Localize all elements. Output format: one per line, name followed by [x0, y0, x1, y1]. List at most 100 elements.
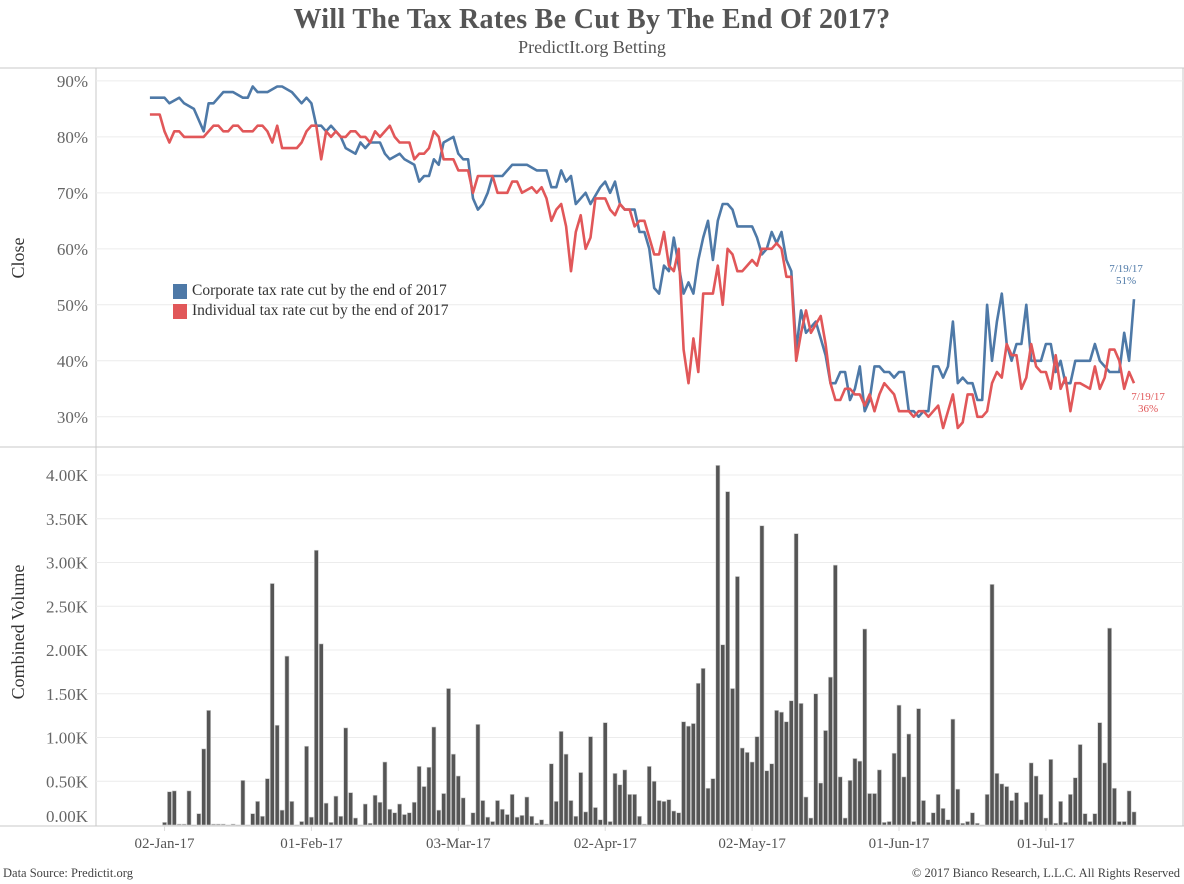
close-y-tick-label: 50% — [57, 296, 88, 315]
volume-bar — [617, 784, 623, 826]
volume-bar — [842, 817, 848, 826]
volume-bar — [485, 816, 491, 826]
volume-y-tick-label: 2.00K — [46, 641, 89, 660]
volume-bar — [211, 823, 216, 826]
volume-bar — [235, 824, 241, 826]
volume-bar — [593, 807, 598, 826]
volume-bar — [181, 823, 187, 826]
volume-bar — [676, 812, 682, 826]
chart-title: Will The Tax Rates Be Cut By The End Of … — [293, 4, 891, 35]
volume-bar — [979, 824, 985, 826]
volume-bar — [1121, 821, 1127, 826]
volume-bar — [362, 803, 368, 826]
volume-bar — [318, 643, 324, 826]
volume-bar — [916, 708, 921, 826]
volume-bar — [1014, 792, 1019, 826]
chart-subtitle: PredictIt.org Betting — [518, 37, 666, 57]
volume-bar — [1019, 819, 1024, 826]
volume-bar — [627, 794, 633, 826]
volume-bar — [475, 724, 481, 826]
volume-bar — [436, 809, 442, 826]
volume-bar — [309, 816, 314, 826]
volume-bar — [402, 814, 407, 826]
volume-bar — [397, 803, 402, 826]
volume-bar — [612, 773, 618, 826]
volume-bar — [788, 700, 794, 826]
volume-bar — [754, 736, 760, 826]
volume-bar — [1048, 759, 1054, 826]
volume-y-tick-label: 4.00K — [46, 466, 89, 485]
volume-bar — [1004, 786, 1010, 826]
volume-bar — [764, 770, 770, 826]
volume-bar — [338, 815, 344, 826]
volume-bar — [529, 815, 535, 826]
x-tick-label: 03-Mar-17 — [426, 836, 491, 852]
volume-bar — [656, 800, 662, 826]
legend-label-individual: Individual tax rate cut by the end of 20… — [192, 302, 449, 319]
volume-bar — [583, 811, 588, 826]
volume-bar — [230, 823, 236, 826]
volume-bar — [862, 628, 868, 826]
x-tick-label: 01-Jun-17 — [869, 836, 930, 852]
volume-bar — [666, 799, 672, 826]
volume-bar — [823, 730, 828, 826]
end-label-value: 51% — [1116, 275, 1136, 287]
individual-series-line — [149, 113, 1136, 430]
volume-bar — [930, 812, 936, 826]
close-y-tick-label: 90% — [57, 72, 88, 91]
volume-bar — [245, 824, 251, 826]
volume-bar — [509, 794, 515, 826]
volume-bar — [578, 772, 584, 826]
volume-y-tick-label: 3.00K — [46, 554, 89, 573]
close-y-tick-label: 30% — [57, 408, 88, 427]
volume-bar — [250, 813, 256, 826]
close-lines — [149, 85, 1136, 430]
volume-bar — [970, 812, 975, 826]
volume-bar — [220, 823, 226, 826]
volume-bar — [1107, 627, 1112, 826]
legend-label-corporate: Corporate tax rate cut by the end of 201… — [192, 282, 447, 299]
volume-bar — [960, 822, 966, 826]
volume-bar — [558, 731, 564, 826]
x-tick-label: 02-Jan-17 — [135, 836, 195, 852]
volume-bar — [1009, 800, 1014, 826]
volume-bar — [730, 688, 735, 826]
volume-y-tick-label: 0.00K — [46, 807, 89, 826]
volume-bar — [739, 747, 745, 826]
volume-bar — [176, 823, 182, 826]
volume-bar — [455, 775, 461, 826]
volume-bar — [837, 776, 843, 826]
volume-bar — [470, 812, 476, 826]
volume-bar — [784, 721, 789, 826]
close-y-tick-label: 80% — [57, 128, 88, 147]
volume-bar — [1058, 801, 1063, 826]
volume-bar — [304, 745, 309, 826]
volume-bar — [901, 776, 907, 826]
volume-bar — [431, 726, 437, 826]
volume-bar — [891, 752, 897, 826]
volume-bar — [622, 769, 628, 826]
volume-y-tick-label: 3.50K — [46, 510, 89, 529]
volume-bar — [1053, 822, 1059, 826]
volume-bars — [162, 465, 1137, 826]
volume-bar — [539, 819, 544, 826]
legend-item-individual[interactable]: Individual tax rate cut by the end of 20… — [173, 301, 449, 321]
volume-bar — [955, 788, 961, 826]
volume-bar — [451, 753, 456, 826]
volume-bar — [877, 769, 882, 826]
legend-item-corporate[interactable]: Corporate tax rate cut by the end of 201… — [173, 281, 449, 301]
volume-bar — [1082, 813, 1088, 826]
volume-bar — [1072, 777, 1078, 826]
data-source: Data Source: Predictit.org — [3, 866, 133, 880]
volume-bar — [265, 778, 270, 826]
volume-bar — [225, 824, 231, 826]
volume-bar — [818, 782, 824, 826]
volume-bar — [446, 688, 451, 826]
volume-bar — [279, 809, 285, 826]
copyright: © 2017 Bianco Research, L.L.C. All Right… — [911, 866, 1180, 880]
volume-bar — [1112, 787, 1117, 826]
volume-bar — [504, 814, 510, 826]
volume-bar — [382, 761, 388, 826]
volume-bar — [186, 790, 192, 826]
